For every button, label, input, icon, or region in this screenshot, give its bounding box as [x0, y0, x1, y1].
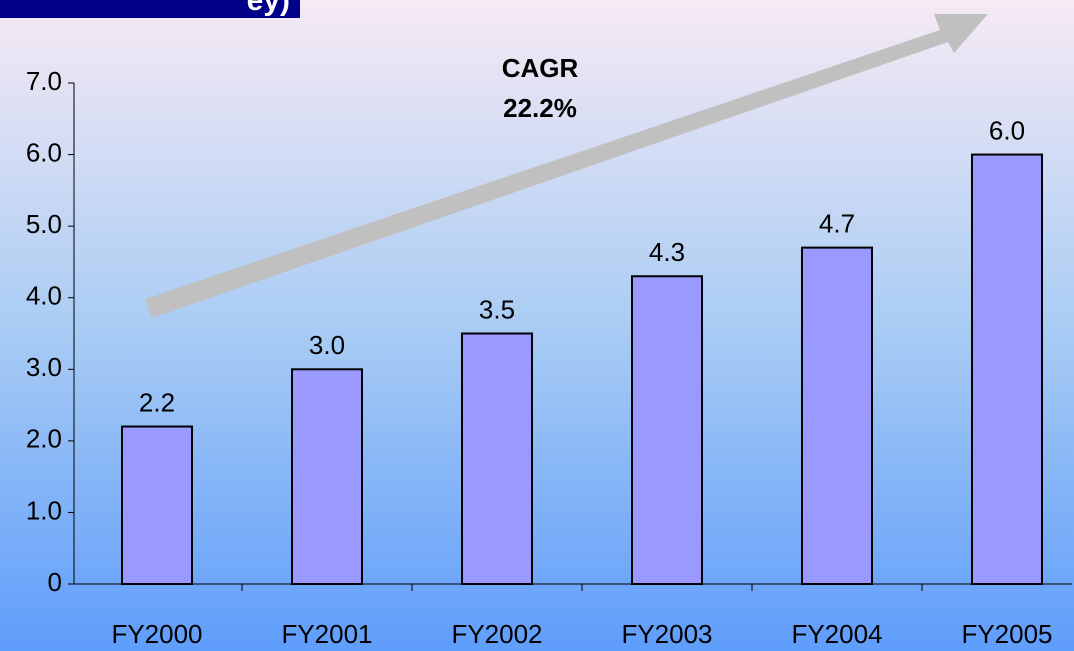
y-tick-label: 2.0 — [26, 424, 62, 454]
bar — [291, 368, 363, 585]
bar — [461, 332, 533, 585]
y-tick-label: 7.0 — [26, 66, 62, 96]
data-label: 4.3 — [649, 237, 685, 267]
y-tick-label: 1.0 — [26, 495, 62, 525]
y-tick-label: 5.0 — [26, 209, 62, 239]
y-tick-label: 0 — [48, 567, 62, 597]
data-label: 2.2 — [139, 387, 175, 417]
x-tick-label: FY2003 — [621, 619, 712, 649]
x-tick-label: FY2000 — [111, 619, 202, 649]
y-tick-label: 4.0 — [26, 281, 62, 311]
bar — [971, 153, 1043, 585]
cagr-arrow — [145, 14, 988, 318]
data-label: 3.5 — [479, 294, 515, 324]
x-tick-label: FY2004 — [791, 619, 882, 649]
data-label: 6.0 — [989, 115, 1025, 145]
y-tick-label: 3.0 — [26, 352, 62, 382]
annotation: CAGR — [502, 53, 579, 83]
data-label: 4.7 — [819, 208, 855, 238]
data-label: 3.0 — [309, 330, 345, 360]
chart-title: ey) — [247, 0, 290, 17]
title-box — [0, 0, 300, 18]
bar — [121, 425, 193, 585]
bar — [631, 275, 703, 585]
x-tick-label: FY2005 — [961, 619, 1052, 649]
x-tick-label: FY2001 — [281, 619, 372, 649]
bar — [801, 246, 873, 585]
x-tick-label: FY2002 — [451, 619, 542, 649]
annotation: 22.2% — [503, 93, 577, 123]
y-tick-label: 6.0 — [26, 137, 62, 167]
